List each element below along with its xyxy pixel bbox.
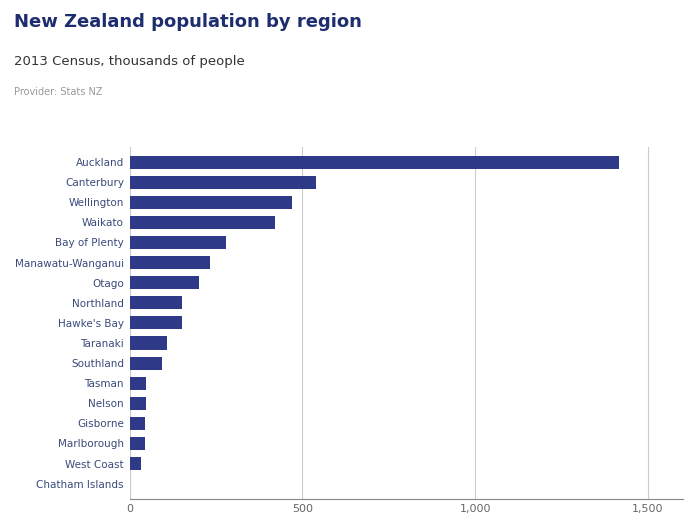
Bar bbox=[130, 155, 619, 169]
Bar bbox=[130, 176, 316, 188]
Bar bbox=[130, 256, 210, 269]
Text: Provider: Stats NZ: Provider: Stats NZ bbox=[14, 87, 102, 97]
Bar bbox=[130, 437, 145, 450]
Bar bbox=[130, 356, 162, 370]
Bar bbox=[130, 296, 182, 309]
Bar bbox=[130, 317, 182, 329]
Bar bbox=[130, 376, 146, 390]
Bar bbox=[130, 236, 226, 249]
Bar bbox=[130, 397, 146, 410]
Text: 2013 Census, thousands of people: 2013 Census, thousands of people bbox=[14, 55, 245, 68]
Bar bbox=[130, 196, 293, 209]
Bar bbox=[130, 216, 275, 229]
Bar bbox=[130, 337, 167, 350]
Bar bbox=[130, 417, 145, 430]
Bar bbox=[130, 276, 200, 289]
Bar bbox=[130, 457, 141, 470]
Text: New Zealand population by region: New Zealand population by region bbox=[14, 13, 362, 31]
Text: figure.nz: figure.nz bbox=[587, 22, 662, 39]
